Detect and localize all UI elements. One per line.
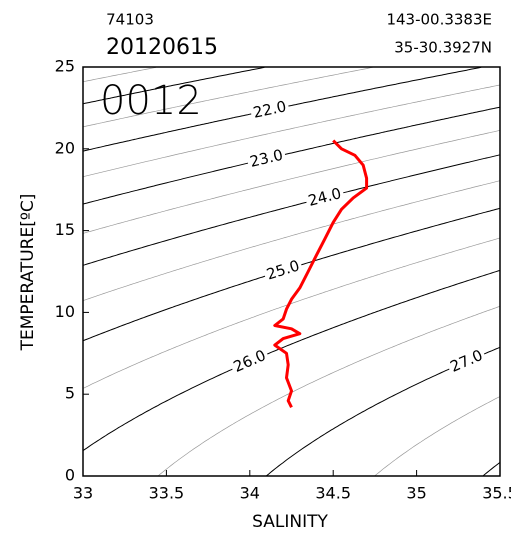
- x-tick-label: 34: [240, 484, 260, 503]
- y-axis-label: TEMPERATURE[ºC]: [18, 194, 38, 352]
- x-tick-label: 33: [73, 484, 93, 503]
- isopycnal: [157, 305, 501, 477]
- profile-line: [273, 139, 369, 408]
- isopycnal-label: 25.0: [264, 256, 301, 283]
- isopycnal-label: 24.0: [306, 184, 343, 210]
- isopycnal-label-bg: [262, 257, 304, 284]
- station: 74103: [106, 11, 154, 29]
- isopycnal-label: 23.0: [248, 146, 285, 171]
- date: 20120615: [106, 35, 218, 60]
- isopycnal-label-bg: [446, 346, 488, 377]
- y-tick-label: 10: [55, 302, 75, 321]
- isopycnal: [82, 67, 157, 83]
- x-tick-label: 35.5: [482, 484, 511, 503]
- isopycnal-label-bg: [304, 185, 346, 210]
- x-tick-label: 33.5: [149, 484, 185, 503]
- isopycnal-label-bg: [246, 146, 287, 171]
- isopycnal-label: 22.0: [252, 97, 288, 121]
- isopycnal: [82, 180, 501, 301]
- x-tick-label: 35: [406, 484, 426, 503]
- cast-number: 0012: [100, 78, 202, 124]
- y-tick-label: 5: [65, 384, 75, 403]
- isopycnal: [482, 462, 501, 476]
- isopycnal-label: 27.0: [448, 346, 486, 376]
- isopycnal: [82, 84, 501, 178]
- isopycnal-label: 26.0: [231, 346, 269, 376]
- isopycnal: [82, 269, 501, 452]
- y-tick-label: 15: [55, 220, 75, 239]
- plot-frame: [82, 66, 501, 477]
- x-axis-label: SALINITY: [252, 512, 328, 532]
- y-tick-label: 25: [55, 57, 75, 76]
- y-tick-label: 20: [55, 138, 75, 157]
- isopycnal: [82, 237, 501, 389]
- isopycnal: [82, 66, 373, 128]
- isopycnal-label-bg: [229, 346, 271, 377]
- isopycnal: [82, 106, 501, 205]
- isopycnal-label-bg: [249, 98, 291, 122]
- isopycnal: [82, 154, 501, 266]
- x-tick-label: 34.5: [315, 484, 351, 503]
- latitude: 35-30.3927N: [394, 39, 492, 57]
- isopycnal: [82, 130, 501, 234]
- longitude: 143-00.3383E: [386, 11, 492, 29]
- isopycnal: [374, 396, 501, 476]
- isopycnal: [82, 66, 265, 105]
- y-tick-label: 0: [65, 466, 75, 485]
